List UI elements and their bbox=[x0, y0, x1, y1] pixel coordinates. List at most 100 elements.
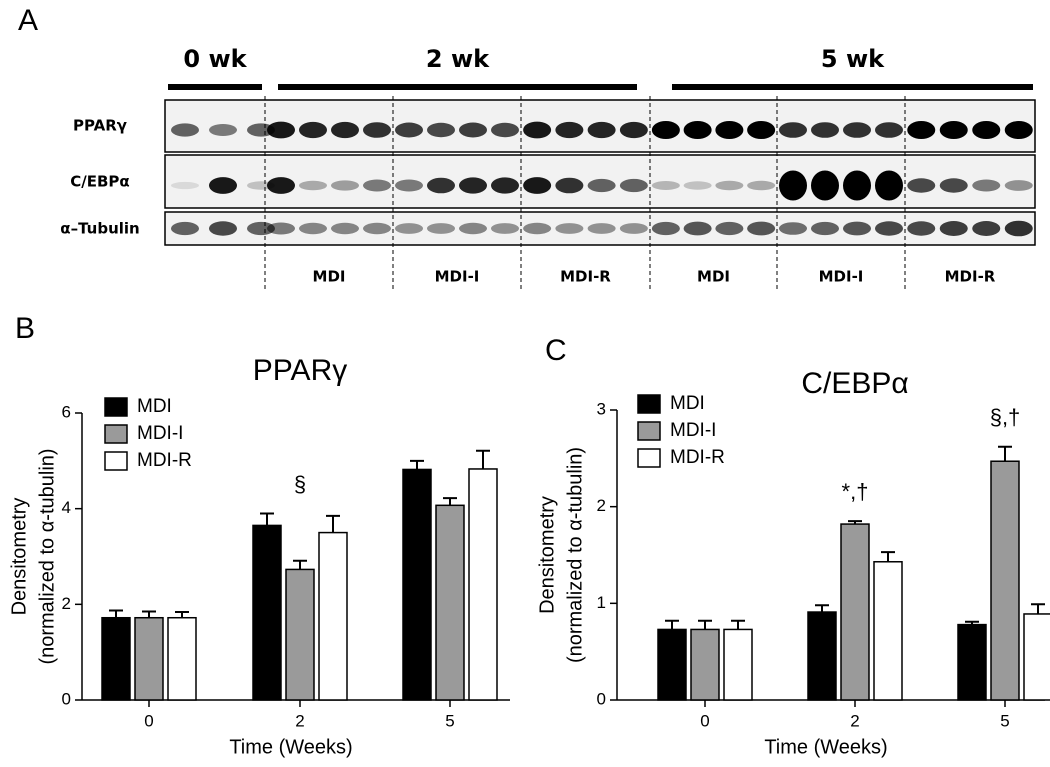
time-label: 5 wk bbox=[821, 45, 885, 73]
blot-band bbox=[587, 178, 616, 193]
significance-label: § bbox=[294, 471, 306, 496]
blot-band bbox=[267, 177, 295, 194]
legend-swatch bbox=[637, 448, 661, 468]
blot-band bbox=[299, 121, 327, 139]
legend-label: MDI bbox=[137, 396, 172, 417]
bar bbox=[167, 616, 197, 701]
blot-band bbox=[779, 122, 807, 138]
legend-swatch bbox=[637, 421, 661, 441]
error-bar bbox=[848, 520, 862, 525]
significance-label: §,† bbox=[990, 405, 1021, 430]
blot-band bbox=[267, 121, 295, 139]
y-tick-label: 4 bbox=[62, 498, 71, 517]
blot-band bbox=[171, 221, 199, 236]
blot-band bbox=[427, 177, 455, 194]
legend-label: MDI-I bbox=[670, 420, 716, 441]
blot-band bbox=[331, 121, 359, 139]
y-tick-label: 0 bbox=[62, 689, 71, 708]
error-bar bbox=[175, 610, 189, 618]
blot-band bbox=[491, 223, 519, 234]
legend-label: MDI bbox=[670, 393, 705, 414]
blot-band bbox=[747, 121, 776, 139]
blot-band bbox=[171, 181, 199, 190]
error-bar bbox=[731, 619, 745, 630]
error-bar bbox=[665, 619, 679, 630]
blot-band bbox=[363, 122, 391, 138]
error-bar bbox=[260, 512, 274, 526]
x-axis-label: Time (Weeks) bbox=[229, 736, 352, 758]
blot-band bbox=[1004, 220, 1033, 237]
blot-band bbox=[331, 222, 359, 235]
bar bbox=[690, 628, 720, 701]
group-label: MDI-R bbox=[560, 268, 611, 286]
blot-band bbox=[747, 180, 776, 191]
blot-band bbox=[299, 222, 327, 235]
error-bar bbox=[965, 620, 979, 625]
blot-band bbox=[619, 121, 648, 139]
bar bbox=[134, 616, 164, 701]
blot-band bbox=[209, 221, 237, 236]
blot-band bbox=[939, 178, 968, 193]
x-tick-label: 2 bbox=[295, 711, 304, 730]
blot-band bbox=[779, 170, 807, 201]
y-axis-label: Densitometry bbox=[536, 496, 558, 614]
x-tick-label: 0 bbox=[700, 711, 709, 730]
row-label: α–Tubulin bbox=[60, 220, 139, 238]
blot-band bbox=[907, 178, 936, 193]
panel-label: C bbox=[545, 334, 567, 367]
significance-label: *,† bbox=[842, 479, 869, 504]
y-tick-label: 6 bbox=[62, 402, 71, 421]
group-label: MDI-R bbox=[945, 268, 996, 286]
bar bbox=[723, 628, 753, 701]
blot-band bbox=[459, 177, 487, 194]
bar bbox=[990, 460, 1020, 701]
blot-band bbox=[171, 123, 199, 137]
blot-band bbox=[459, 222, 487, 235]
y-tick-label: 1 bbox=[597, 593, 606, 612]
blot-band bbox=[939, 221, 968, 236]
panel-label: A bbox=[18, 4, 38, 37]
error-bar bbox=[109, 609, 123, 618]
blot-band bbox=[247, 123, 275, 137]
legend-label: MDI-I bbox=[137, 423, 183, 444]
blot-band bbox=[619, 178, 648, 193]
blot-band bbox=[395, 122, 423, 138]
row-label: C/EBPα bbox=[70, 173, 129, 191]
y-tick-label: 2 bbox=[597, 496, 606, 515]
blot-band bbox=[779, 222, 807, 235]
blot-band bbox=[875, 170, 903, 201]
blot-band bbox=[843, 122, 871, 138]
bar bbox=[101, 616, 131, 701]
blot-band bbox=[523, 222, 552, 235]
blot-band bbox=[247, 221, 275, 236]
western-blot: 0 wk 2 wk 5 wk PPARγ C/EBPα α–Tubulin MDI MDI-I… bbox=[60, 45, 1036, 290]
error-bar bbox=[142, 610, 156, 618]
error-bar bbox=[1031, 603, 1045, 614]
group-label: MDI-I bbox=[819, 268, 864, 286]
blot-band bbox=[843, 170, 871, 201]
bar bbox=[285, 568, 315, 701]
time-label: 2 wk bbox=[426, 45, 490, 73]
blot-band bbox=[267, 222, 295, 235]
legend-swatch bbox=[104, 397, 128, 417]
error-bar bbox=[410, 459, 424, 470]
blot-band bbox=[972, 179, 1001, 192]
blot-band bbox=[587, 121, 616, 139]
blot-band bbox=[811, 221, 839, 236]
x-tick-label: 2 bbox=[850, 711, 859, 730]
blot-band bbox=[209, 124, 237, 136]
blot-band bbox=[843, 221, 871, 236]
blot-band bbox=[651, 221, 680, 236]
chart-title: PPARγ bbox=[253, 354, 347, 387]
blot-band bbox=[972, 221, 1001, 236]
blot-band bbox=[715, 180, 744, 191]
blot-band bbox=[209, 177, 237, 194]
legend-label: MDI-R bbox=[670, 447, 725, 468]
blot-band bbox=[491, 122, 519, 138]
time-label: 0 wk bbox=[183, 45, 247, 73]
blot-band bbox=[619, 223, 648, 234]
blot-band bbox=[907, 221, 936, 236]
bar bbox=[1023, 613, 1050, 701]
blot-band bbox=[555, 223, 584, 234]
